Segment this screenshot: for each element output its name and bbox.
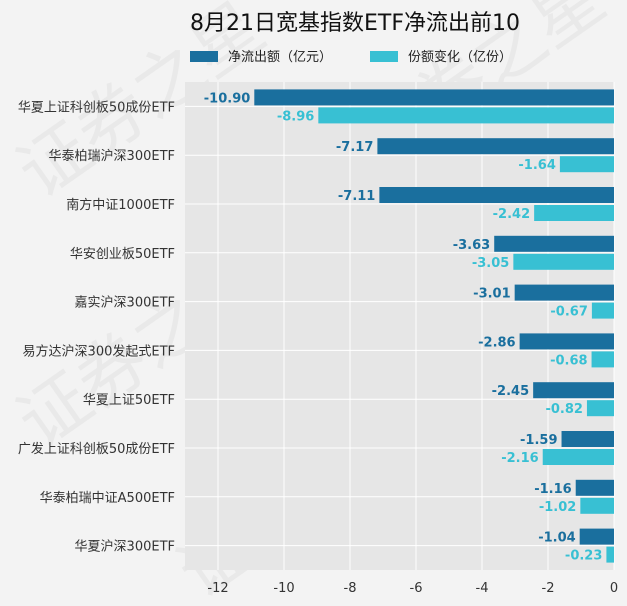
data-label-0-0: -10.90: [204, 91, 251, 106]
data-label-0-1: -7.17: [336, 140, 373, 155]
data-label-0-3: -3.63: [453, 238, 490, 253]
data-label-1-4: -0.67: [550, 305, 587, 320]
data-label-0-9: -1.04: [538, 531, 575, 546]
legend-swatch-1: [370, 51, 398, 62]
chart-title: 8月21日宽基指数ETF净流出前10: [190, 11, 520, 36]
x-tick-label-4: -4: [476, 581, 489, 596]
data-label-1-7: -2.16: [501, 451, 538, 466]
data-label-0-7: -1.59: [520, 433, 557, 448]
category-label-5: 易方达沪深300发起式ETF: [23, 343, 175, 359]
legend-label-0: 净流出额（亿元）: [228, 50, 332, 65]
x-tick-label-5: -2: [542, 581, 555, 596]
bar-0-6: [533, 382, 614, 399]
bar-1-8: [580, 497, 614, 514]
category-label-4: 嘉实沪深300ETF: [75, 295, 175, 311]
data-label-1-3: -3.05: [472, 256, 509, 271]
data-label-0-4: -3.01: [473, 287, 510, 302]
bars: -10.90 -8.96 -7.17 -1.64 -7.11 -2.42 -3.63 -3.0…: [204, 89, 615, 564]
category-label-7: 广发上证科创板50成份ETF: [18, 441, 175, 457]
legend-label-1: 份额变化（亿份）: [408, 49, 512, 65]
bar-1-2: [534, 205, 614, 221]
bar-0-7: [561, 431, 614, 447]
bar-0-2: [379, 187, 614, 203]
data-label-1-1: -1.64: [518, 158, 555, 173]
x-axis-ticks: -12 -10 -8 -6 -4 -2 0: [207, 581, 618, 596]
legend: 净流出额（亿元） 份额变化（亿份）: [190, 49, 512, 65]
bar-0-8: [575, 479, 614, 496]
x-tick-label-2: -8: [344, 581, 357, 596]
category-label-9: 华夏沪深300ETF: [75, 539, 175, 555]
data-label-1-2: -2.42: [493, 207, 530, 222]
bar-1-4: [591, 302, 614, 319]
bar-0-5: [519, 333, 614, 350]
bar-1-7: [542, 449, 614, 465]
x-tick-label-1: -10: [273, 581, 294, 596]
data-label-0-6: -2.45: [492, 384, 529, 399]
x-tick-label-0: -12: [207, 581, 228, 596]
bar-1-6: [586, 400, 614, 417]
bar-1-0: [318, 107, 614, 124]
bar-1-3: [513, 253, 614, 270]
bar-1-1: [559, 156, 614, 173]
data-label-0-5: -2.86: [478, 335, 515, 350]
legend-swatch-0: [190, 51, 218, 62]
data-label-1-8: -1.02: [539, 500, 576, 515]
category-label-3: 华安创业板50ETF: [70, 247, 175, 262]
data-label-1-6: -0.82: [545, 402, 582, 417]
plot-area: [185, 82, 614, 570]
bar-0-9: [579, 528, 614, 545]
bar-0-0: [254, 89, 615, 106]
x-tick-label-3: -6: [410, 581, 423, 596]
data-label-0-2: -7.11: [338, 189, 375, 204]
bar-0-3: [494, 235, 614, 252]
data-label-1-5: -0.68: [550, 353, 587, 368]
bar-1-9: [606, 546, 614, 563]
category-label-8: 华泰柏瑞中证A500ETF: [40, 491, 175, 506]
category-label-2: 南方中证1000ETF: [66, 197, 175, 213]
bar-0-4: [514, 284, 614, 301]
category-label-0: 华夏上证科创板50成份ETF: [18, 100, 175, 115]
bar-1-5: [591, 351, 614, 368]
category-label-1: 华泰柏瑞沪深300ETF: [49, 148, 175, 164]
x-tick-label-6: 0: [610, 581, 618, 596]
category-labels: 华夏上证科创板50成份ETF 华泰柏瑞沪深300ETF 南方中证1000ETF 华安创…: [18, 100, 175, 554]
category-label-6: 华夏上证50ETF: [83, 393, 175, 408]
data-label-0-8: -1.16: [534, 482, 571, 497]
grid-lines: [185, 82, 615, 570]
bar-0-1: [377, 138, 614, 155]
data-label-1-9: -0.23: [565, 549, 602, 564]
data-label-1-0: -8.96: [277, 109, 314, 124]
